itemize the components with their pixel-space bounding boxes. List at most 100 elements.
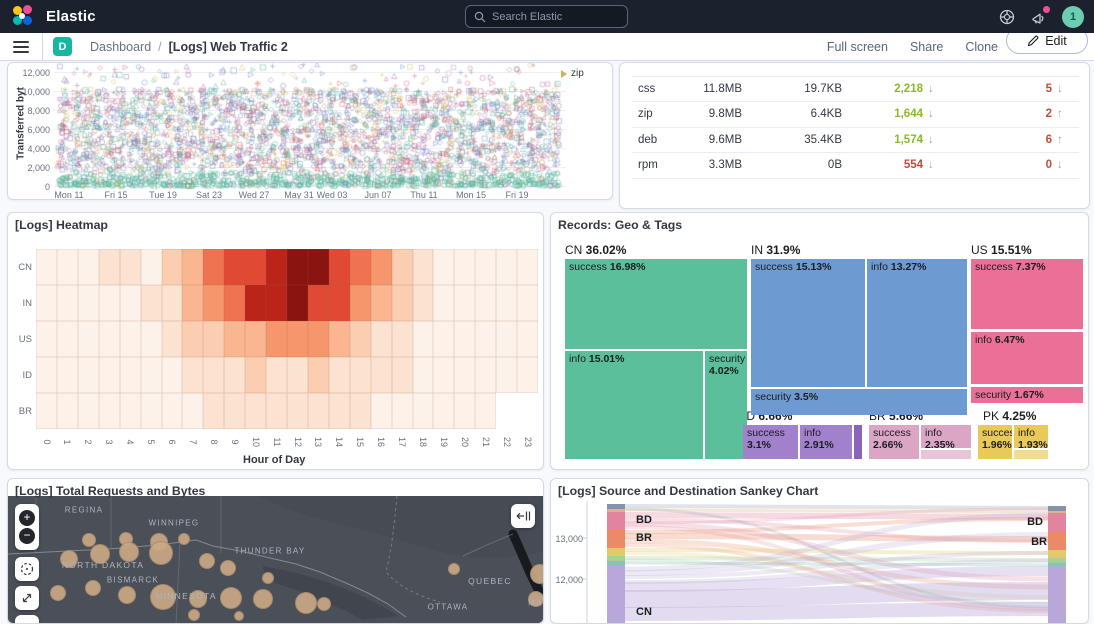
heatmap-cell[interactable] [307, 393, 329, 429]
heatmap-cell[interactable] [496, 321, 518, 357]
sankey-ribbon[interactable] [624, 518, 1049, 543]
heatmap-cell[interactable] [224, 393, 246, 429]
heatmap-cell[interactable] [203, 321, 225, 357]
heatmap-cell[interactable] [266, 249, 288, 285]
heatmap-cell[interactable] [161, 285, 183, 321]
map-bubble[interactable] [85, 580, 101, 596]
treemap-block[interactable]: success 3.1% [743, 425, 798, 459]
zoom-in-button[interactable]: + [19, 510, 35, 526]
heatmap-cell[interactable] [224, 285, 246, 321]
treemap-block[interactable] [921, 450, 971, 459]
map-bubble[interactable] [448, 563, 460, 575]
heatmap-cell[interactable] [56, 285, 78, 321]
map-bubble[interactable] [220, 560, 236, 576]
heatmap-cell[interactable] [328, 393, 350, 429]
heatmap-cell[interactable] [328, 357, 350, 393]
heatmap-cell[interactable] [349, 249, 371, 285]
heatmap-cell[interactable] [517, 285, 539, 321]
newsfeed-icon[interactable] [1030, 5, 1050, 26]
heatmap-cell[interactable] [98, 321, 120, 357]
heatmap-cell[interactable] [140, 249, 162, 285]
heatmap-cell[interactable] [77, 357, 99, 393]
heatmap-cell[interactable] [98, 249, 120, 285]
heatmap-cell[interactable] [36, 393, 57, 429]
heatmap-cell[interactable] [56, 393, 78, 429]
heatmap-cell[interactable] [391, 321, 413, 357]
heatmap-cell[interactable] [140, 357, 162, 393]
heatmap-cell[interactable] [245, 393, 267, 429]
heatmap-cell[interactable] [245, 321, 267, 357]
heatmap-cell[interactable] [140, 393, 162, 429]
heatmap-cell[interactable] [182, 357, 204, 393]
treemap-block[interactable] [1014, 450, 1048, 459]
heatmap-cell[interactable] [496, 285, 518, 321]
sankey-ribbon[interactable] [624, 508, 1049, 514]
heatmap-cell[interactable] [391, 357, 413, 393]
sankey-ribbon[interactable] [624, 507, 1049, 609]
sankey-source-node[interactable] [607, 561, 625, 565]
heatmap-cell[interactable] [307, 321, 329, 357]
map-bubble[interactable] [82, 533, 96, 547]
heatmap-cell[interactable] [98, 393, 120, 429]
treemap-block[interactable]: success 15.13% [751, 259, 865, 387]
heatmap-cell[interactable] [496, 249, 518, 285]
heatmap-cell[interactable] [370, 393, 392, 429]
treemap-block[interactable]: success 16.98% [565, 259, 747, 349]
heatmap-cell[interactable] [412, 321, 434, 357]
sankey-destination-node[interactable] [1048, 550, 1066, 558]
heatmap-cell[interactable] [391, 285, 413, 321]
heatmap-cell[interactable] [119, 393, 141, 429]
sankey-ribbon[interactable] [624, 512, 1049, 572]
heatmap-cell[interactable] [517, 357, 539, 393]
sankey-destination-node[interactable] [1048, 563, 1066, 566]
treemap-block[interactable]: info 15.01% [565, 351, 703, 459]
full-screen-button[interactable]: Full screen [826, 39, 888, 54]
heatmap-cell[interactable] [433, 285, 455, 321]
sankey-destination-node[interactable] [1048, 532, 1066, 550]
heatmap-cell[interactable] [517, 249, 539, 285]
heatmap-cell[interactable] [266, 393, 288, 429]
sankey-ribbon[interactable] [624, 504, 1049, 510]
table-row[interactable]: zip 9.8MB 6.4KB 1,644 ↓ 2 ↑ [632, 101, 1079, 126]
map-bubble[interactable] [220, 587, 242, 609]
treemap-block[interactable]: success 2.66% [869, 425, 919, 459]
heatmap-cell[interactable] [245, 285, 267, 321]
map-bubble[interactable] [178, 533, 190, 545]
map-legend-toggle-button[interactable] [511, 504, 535, 528]
heatmap-cell[interactable] [496, 357, 518, 393]
heatmap-cell[interactable] [224, 249, 246, 285]
heatmap-cell[interactable] [370, 357, 392, 393]
sankey-ribbon[interactable] [624, 558, 1049, 605]
sankey-ribbon[interactable] [624, 566, 1049, 592]
map-bubble[interactable] [150, 584, 176, 610]
heatmap-cell[interactable] [182, 321, 204, 357]
sankey-ribbon[interactable] [624, 532, 1049, 576]
heatmap-cell[interactable] [454, 321, 476, 357]
heatmap-cell[interactable] [370, 285, 392, 321]
heatmap-cell[interactable] [307, 249, 329, 285]
heatmap-cell[interactable] [517, 321, 539, 357]
sankey-ribbon[interactable] [624, 559, 1049, 584]
scatter-legend[interactable]: zip [561, 68, 584, 79]
heatmap-cell[interactable] [224, 357, 246, 393]
map-bubble[interactable] [189, 590, 207, 608]
heatmap-cell[interactable] [119, 249, 141, 285]
sankey-chart[interactable] [551, 479, 1089, 624]
heatmap-cell[interactable] [287, 321, 308, 357]
sankey-ribbon[interactable] [624, 521, 1049, 582]
treemap-block[interactable]: security 4.02% [705, 351, 747, 459]
sankey-source-node[interactable] [607, 504, 625, 509]
sankey-ribbon[interactable] [624, 602, 1049, 621]
heatmap-cell[interactable] [349, 357, 371, 393]
map-bubble[interactable] [528, 591, 543, 607]
heatmap-cell[interactable] [266, 357, 288, 393]
heatmap-cell[interactable] [203, 285, 225, 321]
heatmap-cell[interactable] [36, 249, 57, 285]
heatmap-cell[interactable] [454, 285, 476, 321]
heatmap-cell[interactable] [161, 393, 183, 429]
heatmap-cell[interactable] [349, 285, 371, 321]
heatmap-cell[interactable] [412, 393, 434, 429]
heatmap-cell[interactable] [119, 285, 141, 321]
treemap-block[interactable]: success 1.96% [978, 425, 1012, 459]
map-bubble[interactable] [262, 572, 274, 584]
